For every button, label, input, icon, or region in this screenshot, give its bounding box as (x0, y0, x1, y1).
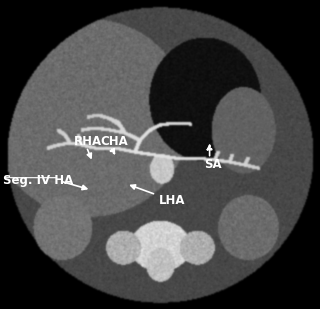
Text: SA: SA (204, 158, 222, 171)
Text: LHA: LHA (158, 194, 185, 207)
Text: CHA: CHA (101, 135, 129, 148)
Text: RHA: RHA (74, 135, 102, 148)
Text: Seg. IV HA: Seg. IV HA (3, 174, 74, 187)
